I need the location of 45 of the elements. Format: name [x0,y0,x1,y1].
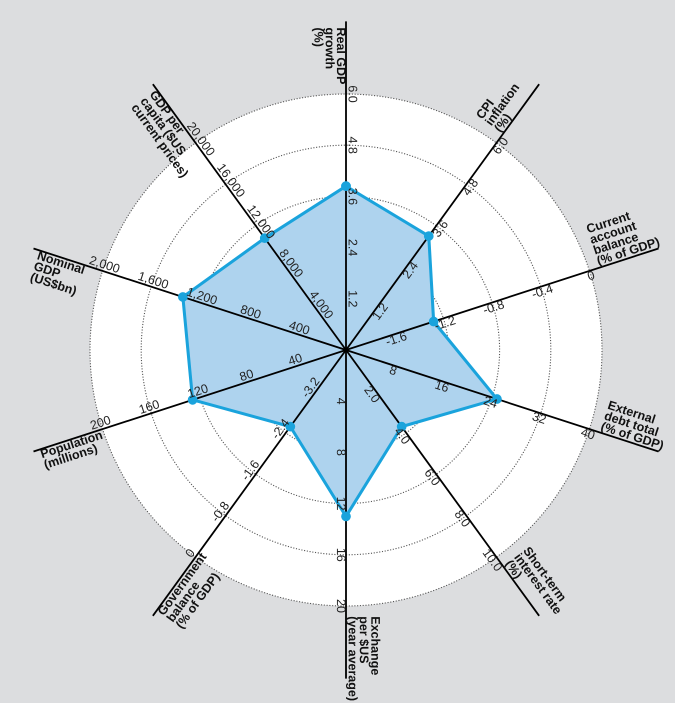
text: 16 [434,380,450,392]
text: 80 [239,368,254,382]
text: -1.6 [385,331,408,346]
text: 12 [336,498,346,510]
text: 800 [240,304,262,320]
text: 2,000 [88,255,120,275]
text: 0 [586,270,596,281]
text: 400 [288,320,310,335]
text: -1.2 [434,316,456,330]
text: 32 [532,412,547,424]
text: 8.0 [454,509,471,528]
text: 6.0 [492,136,509,155]
text: 200 [90,415,112,430]
text: 16 [336,548,346,562]
text: 24 [483,396,498,408]
text: 1,200 [186,287,218,306]
text: 120 [187,384,209,398]
spoke-label: Real GDP growth (%) [312,28,346,84]
text: 1.2 [348,291,358,307]
text: 2.0 [364,385,381,404]
text: 40 [580,427,596,440]
text: 4.8 [462,178,479,197]
text: 6.0 [424,468,441,486]
text: -0.8 [482,300,505,314]
text: 160 [138,399,160,414]
text: 3.6 [348,188,358,205]
text: -3.2 [300,376,320,398]
text: -1.6 [240,459,260,482]
text: 8 [389,365,398,376]
text: 2.4 [402,260,418,279]
spoke-label: Exchange per $US (year average) [346,616,380,700]
text: 4.8 [348,136,358,154]
text: 1.2 [372,302,388,320]
text: 20 [336,600,346,612]
text: 4 [336,398,346,404]
text: 4.0 [394,426,411,445]
text: 6.0 [348,86,358,102]
text: -0.8 [210,500,230,522]
text: 40 [287,353,303,366]
text: -2.4 [270,418,290,440]
text: 8 [336,449,346,456]
text: 1,600 [138,271,170,290]
text: -0.4 [531,284,554,299]
text: 3.6 [432,219,448,238]
text: 2.4 [348,240,358,256]
